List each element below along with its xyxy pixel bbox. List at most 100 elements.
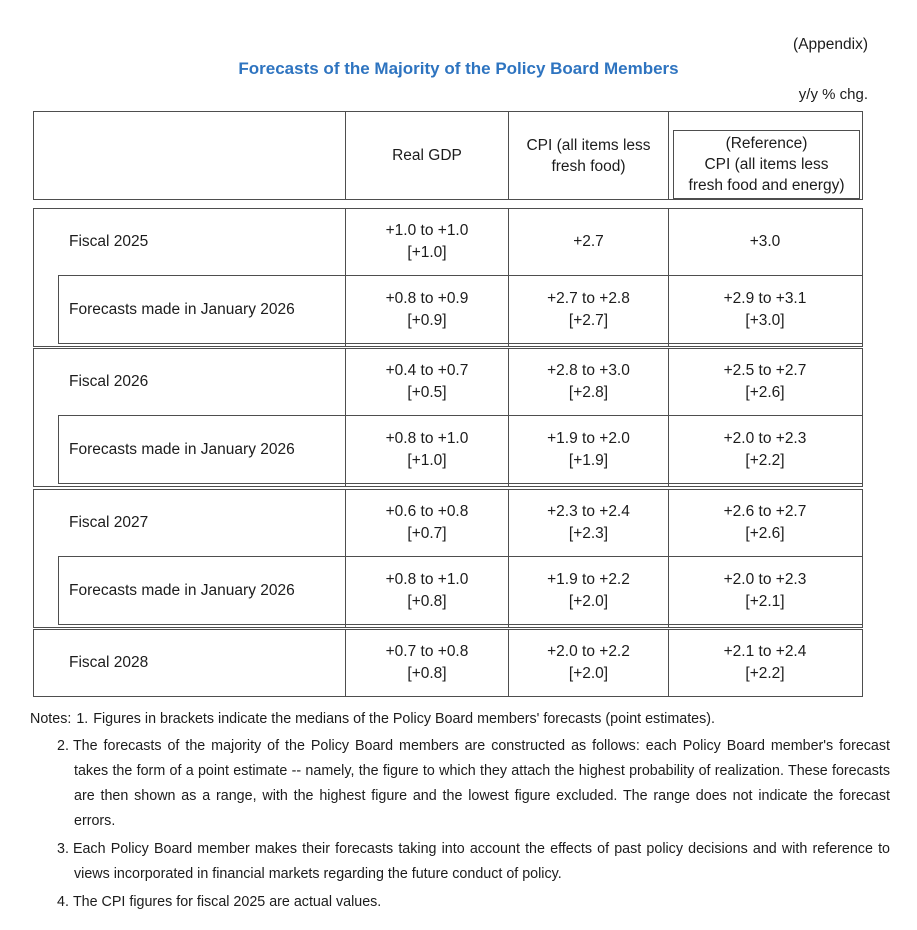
row-label: Fiscal 2025 <box>69 233 149 250</box>
value-median: [+2.7] <box>568 311 609 329</box>
value-median: [+1.0] <box>407 244 447 261</box>
value-median: [+0.5] <box>407 384 447 401</box>
value-median: [+2.3] <box>568 525 609 542</box>
ref-cpi-value: +2.5 to +2.7 [+2.6] <box>668 349 862 415</box>
note-text: The CPI figures for fiscal 2025 are actu… <box>72 894 382 910</box>
notes-prefix: Notes: <box>30 711 72 727</box>
ref-cpi-value: +3.0 <box>668 209 862 275</box>
note-3: 3. Each Policy Board member makes their f… <box>57 837 890 887</box>
forecast-table: Real GDP CPI (all items less fresh food)… <box>33 111 863 697</box>
sub-row-box <box>58 415 862 484</box>
note-4: 4. The CPI figures for fiscal 2025 are ac… <box>57 890 890 915</box>
header-ref-line1: (Reference) <box>725 135 808 152</box>
cpi-value: +1.9 to +2.2 [+2.0] <box>508 556 669 625</box>
gdp-value: +0.8 to +1.0 [+1.0] <box>345 415 509 484</box>
header-cpi-line2: fresh food) <box>551 157 626 175</box>
sub-row-box <box>58 275 862 344</box>
gdp-value: +0.8 to +0.9 [+0.9] <box>345 275 509 344</box>
value-range: +1.9 to +2.2 <box>547 570 630 588</box>
section-fiscal-2026: Fiscal 2026 +0.4 to +0.7 [+0.5] +2.8 to … <box>33 348 863 487</box>
note-2: 2. The forecasts of the majority of the P… <box>57 734 890 834</box>
value-median: [+2.2] <box>745 451 785 469</box>
column-divider <box>508 630 509 696</box>
value-range: +2.1 to +2.4 <box>723 643 807 660</box>
ref-cpi-value: +2.6 to +2.7 [+2.6] <box>668 490 862 556</box>
gdp-value: +0.8 to +1.0 [+0.8] <box>345 556 509 625</box>
value-median: [+0.7] <box>407 525 447 542</box>
column-divider <box>668 630 669 696</box>
cpi-value: +2.3 to +2.4 [+2.3] <box>508 490 669 556</box>
notes-section: Notes: 1. Figures in brackets indicate t… <box>30 707 890 918</box>
page-title: Forecasts of the Majority of the Policy … <box>238 59 679 78</box>
value-median: [+0.8] <box>407 592 447 610</box>
value-range: +0.7 to +0.8 <box>385 643 469 660</box>
column-divider <box>668 112 669 199</box>
ref-cpi-value: +2.9 to +3.1 [+3.0] <box>668 275 862 344</box>
header-reference-cpi-box: (Reference) CPI (all items less fresh fo… <box>673 130 860 199</box>
value-range: +2.5 to +2.7 <box>723 362 807 379</box>
sub-row-label: Forecasts made in January 2026 <box>69 440 295 458</box>
note-number: 4. <box>57 894 69 910</box>
value-range: +2.0 to +2.2 <box>547 643 630 660</box>
value-median: [+2.6] <box>745 525 785 542</box>
note-text: Figures in brackets indicate the medians… <box>93 711 716 727</box>
cpi-value: +1.9 to +2.0 [+1.9] <box>508 415 669 484</box>
value-median: [+1.9] <box>568 451 609 469</box>
value-median: [+3.0] <box>745 311 785 329</box>
column-divider <box>668 349 669 486</box>
unit-label: y/y % chg. <box>798 86 868 103</box>
value-range: +2.6 to +2.7 <box>723 503 807 520</box>
sub-row-label: Forecasts made in January 2026 <box>69 300 295 318</box>
value-range: +0.8 to +0.9 <box>385 289 469 307</box>
ref-cpi-value: +2.0 to +2.3 [+2.2] <box>668 415 862 484</box>
value-median: [+1.0] <box>407 451 447 469</box>
value-range: +2.9 to +3.1 <box>723 289 807 307</box>
header-ref-line2: CPI (all items less <box>704 156 829 173</box>
cpi-value: +2.7 <box>508 209 669 275</box>
value-range: +2.0 to +2.3 <box>723 429 807 447</box>
column-divider <box>508 209 509 346</box>
cpi-value: +2.8 to +3.0 [+2.8] <box>508 349 669 415</box>
value-range: +2.7 <box>573 233 604 250</box>
column-divider <box>508 112 509 199</box>
section-fiscal-2025: Fiscal 2025 +1.0 to +1.0 [+1.0] +2.7 +3.… <box>33 208 863 347</box>
appendix-label: (Appendix) <box>793 36 868 53</box>
note-1: Notes: 1. Figures in brackets indicate t… <box>30 707 890 732</box>
sub-row-label: Forecasts made in January 2026 <box>69 581 295 599</box>
value-range: +0.8 to +1.0 <box>385 570 469 588</box>
value-median: [+2.2] <box>745 665 785 682</box>
header-real-gdp-text: Real GDP <box>392 147 462 164</box>
column-divider <box>345 490 346 627</box>
value-median: [+2.1] <box>745 592 785 610</box>
row-label: Fiscal 2026 <box>69 373 149 390</box>
value-median: [+2.8] <box>568 384 609 401</box>
cpi-value: +2.0 to +2.2 [+2.0] <box>508 630 669 696</box>
value-range: +0.8 to +1.0 <box>385 429 469 447</box>
table-header-row: Real GDP CPI (all items less fresh food)… <box>33 111 863 200</box>
value-range: +0.6 to +0.8 <box>385 503 469 520</box>
value-median: [+0.8] <box>407 665 447 682</box>
column-divider <box>345 630 346 696</box>
value-median: [+2.6] <box>745 384 785 401</box>
cpi-value: +2.7 to +2.8 [+2.7] <box>508 275 669 344</box>
header-cpi-line1: CPI (all items less <box>526 136 651 154</box>
header-ref-line3: fresh food and energy) <box>688 177 845 194</box>
section-fiscal-2028: Fiscal 2028 +0.7 to +0.8 [+0.8] +2.0 to … <box>33 629 863 697</box>
sub-row-box <box>58 556 862 625</box>
gdp-value: +0.4 to +0.7 [+0.5] <box>345 349 509 415</box>
value-range: +0.4 to +0.7 <box>385 362 469 379</box>
value-range: +2.0 to +2.3 <box>723 570 807 588</box>
gdp-value: +1.0 to +1.0 [+1.0] <box>345 209 509 275</box>
ref-cpi-value: +2.0 to +2.3 [+2.1] <box>668 556 862 625</box>
note-number: 2. <box>57 738 69 754</box>
gdp-value: +0.7 to +0.8 [+0.8] <box>345 630 509 696</box>
row-label: Fiscal 2027 <box>69 514 149 531</box>
column-divider <box>345 112 346 199</box>
note-text: Each Policy Board member makes their for… <box>72 841 890 882</box>
value-median: [+2.0] <box>568 665 609 682</box>
header-cpi: CPI (all items less fresh food) <box>508 112 669 199</box>
header-real-gdp: Real GDP <box>345 112 509 199</box>
column-divider <box>508 490 509 627</box>
note-number: 1. <box>76 711 89 727</box>
column-divider <box>345 349 346 486</box>
